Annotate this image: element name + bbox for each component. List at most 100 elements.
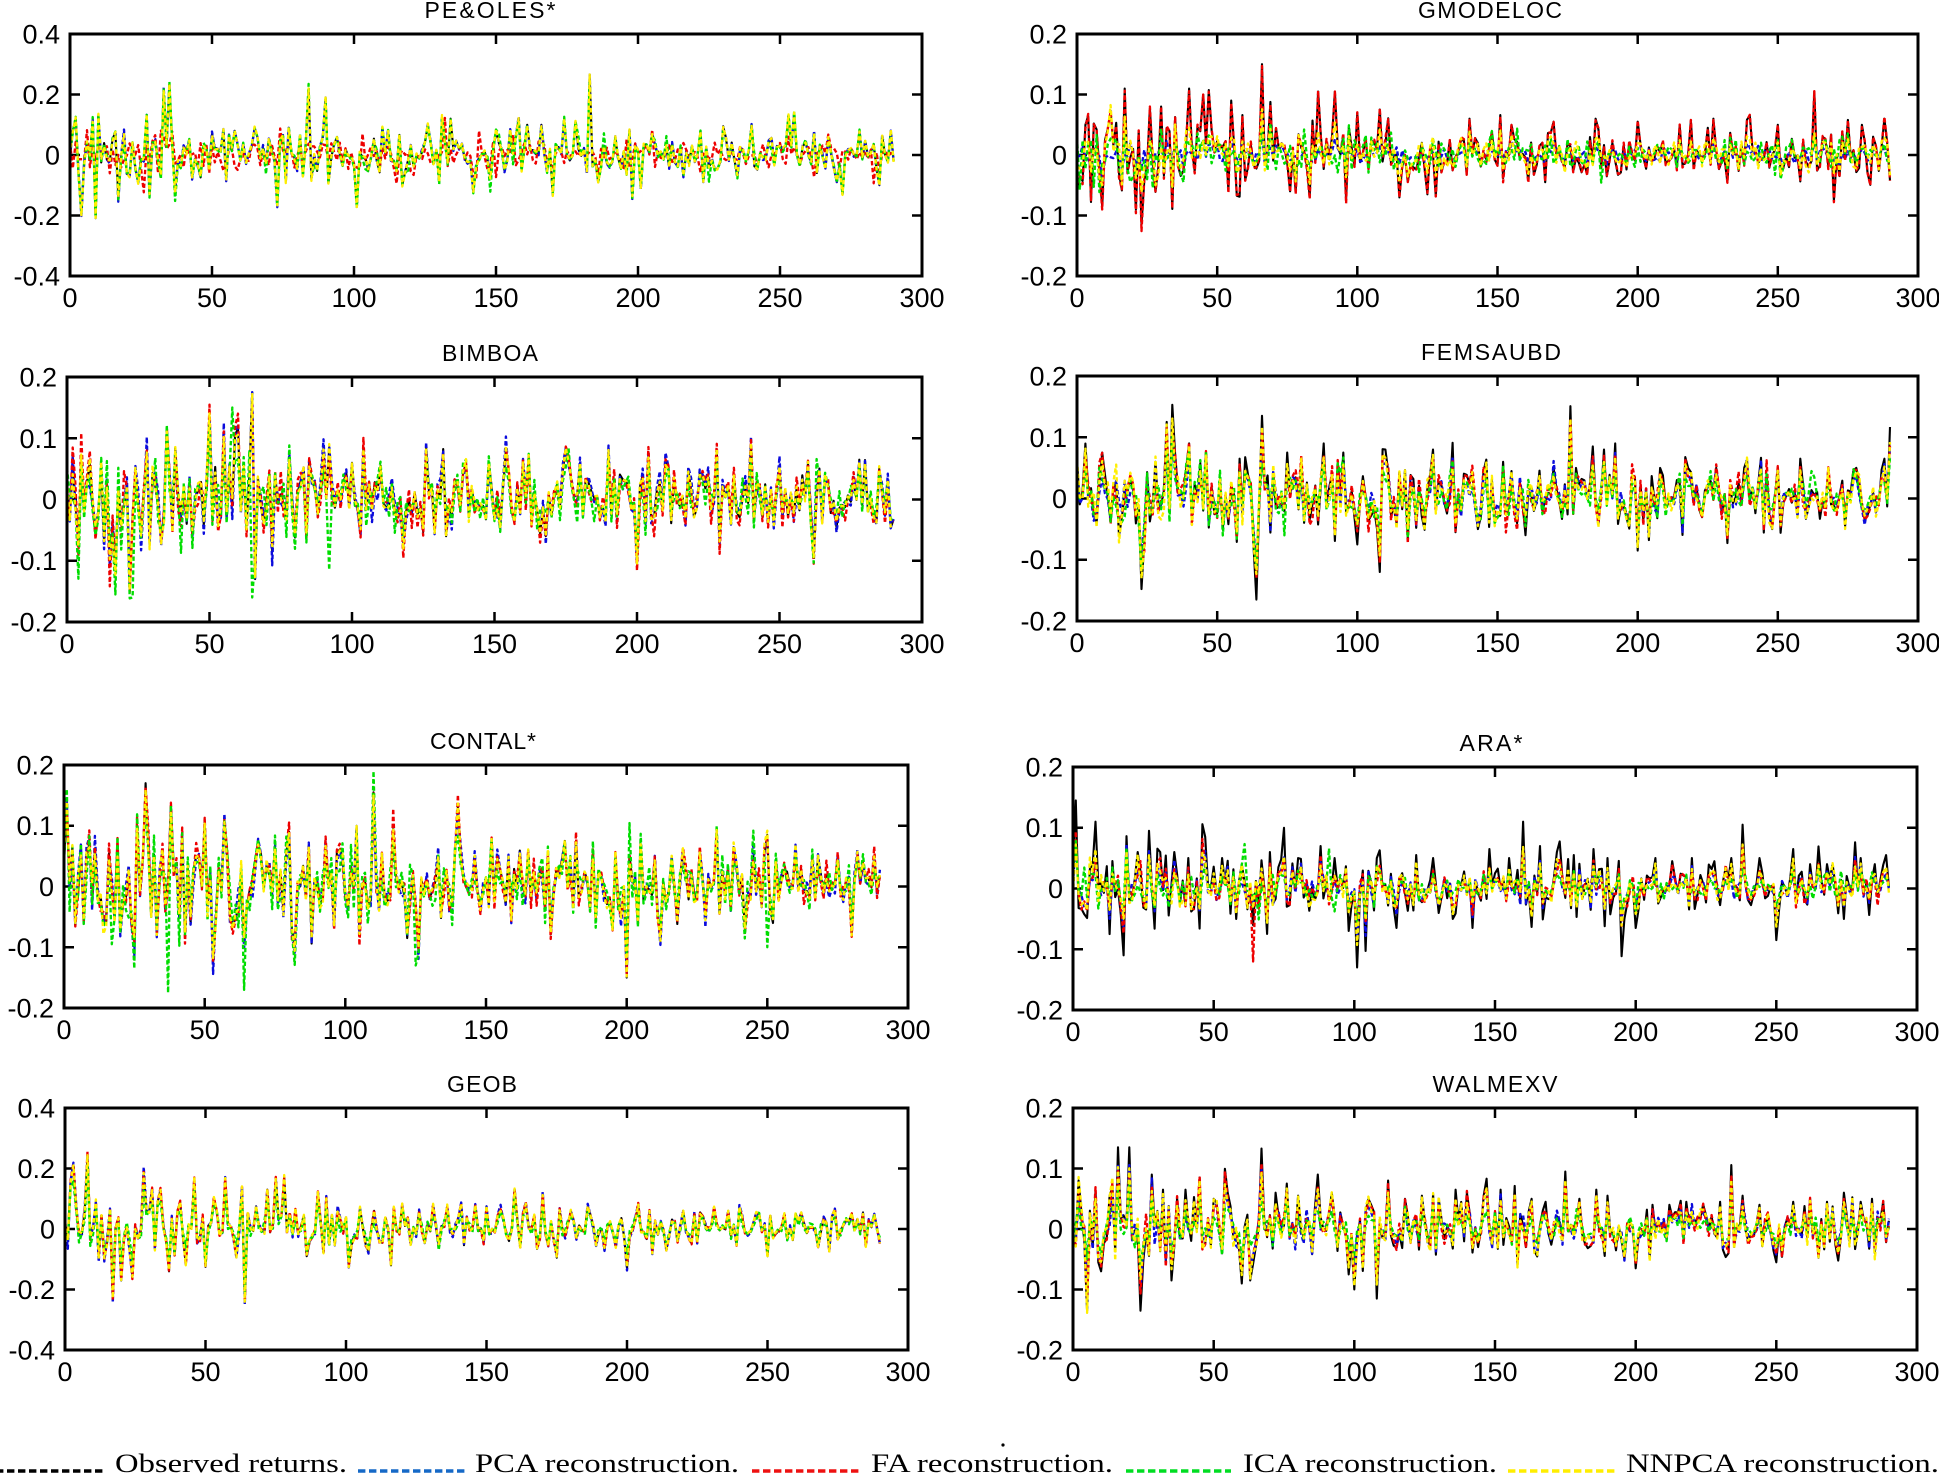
svg-text:GMODELOC: GMODELOC <box>1418 0 1562 23</box>
svg-text:FA reconstruction.: FA reconstruction. <box>871 1449 1113 1478</box>
svg-text:0.2: 0.2 <box>1025 753 1063 783</box>
svg-text:50: 50 <box>194 629 224 659</box>
svg-text:50: 50 <box>197 283 227 313</box>
svg-text:250: 250 <box>745 1357 790 1387</box>
svg-text:0: 0 <box>1069 628 1084 658</box>
svg-text:200: 200 <box>1613 1017 1658 1047</box>
svg-text:250: 250 <box>1755 628 1800 658</box>
svg-text:0.4: 0.4 <box>22 20 60 50</box>
svg-text:150: 150 <box>1475 283 1520 313</box>
svg-text:150: 150 <box>463 1015 508 1045</box>
svg-text:PE&OLES*: PE&OLES* <box>425 0 556 23</box>
svg-text:300: 300 <box>899 283 944 313</box>
svg-text:0: 0 <box>1065 1357 1080 1387</box>
svg-text:0.1: 0.1 <box>1029 423 1067 453</box>
svg-text:-0.2: -0.2 <box>7 994 54 1024</box>
svg-text:50: 50 <box>190 1015 220 1045</box>
svg-text:0.2: 0.2 <box>1025 1094 1063 1124</box>
svg-text:0: 0 <box>1048 874 1063 904</box>
svg-text:0: 0 <box>1052 484 1067 514</box>
svg-text:150: 150 <box>1475 628 1520 658</box>
svg-text:200: 200 <box>1615 283 1660 313</box>
svg-text:250: 250 <box>1755 283 1800 313</box>
svg-text:250: 250 <box>745 1015 790 1045</box>
svg-text:300: 300 <box>899 629 944 659</box>
svg-text:0.2: 0.2 <box>1029 20 1067 50</box>
svg-text:-0.2: -0.2 <box>1020 607 1067 637</box>
svg-text:ARA*: ARA* <box>1460 730 1523 756</box>
svg-text:300: 300 <box>885 1357 930 1387</box>
svg-text:Observed returns.: Observed returns. <box>115 1449 347 1478</box>
svg-text:0.1: 0.1 <box>19 424 57 454</box>
svg-text:0.2: 0.2 <box>1029 362 1067 392</box>
svg-text:300: 300 <box>885 1015 930 1045</box>
svg-text:0: 0 <box>1069 283 1084 313</box>
svg-text:0: 0 <box>62 283 77 313</box>
svg-text:50: 50 <box>1202 283 1232 313</box>
svg-text:50: 50 <box>1199 1017 1229 1047</box>
svg-text:-0.2: -0.2 <box>13 201 60 231</box>
svg-text:-0.1: -0.1 <box>1016 1275 1063 1305</box>
svg-text:ICA reconstruction.: ICA reconstruction. <box>1243 1449 1497 1478</box>
svg-text:250: 250 <box>757 629 802 659</box>
svg-text:100: 100 <box>1335 283 1380 313</box>
svg-text:150: 150 <box>1472 1017 1517 1047</box>
svg-text:0: 0 <box>1048 1215 1063 1245</box>
svg-text:0: 0 <box>56 1015 71 1045</box>
svg-text:200: 200 <box>615 283 660 313</box>
svg-text:100: 100 <box>1332 1017 1377 1047</box>
svg-text:200: 200 <box>614 629 659 659</box>
svg-text:100: 100 <box>323 1357 368 1387</box>
svg-text:100: 100 <box>329 629 374 659</box>
svg-text:0.2: 0.2 <box>17 1154 55 1184</box>
svg-text:250: 250 <box>1754 1357 1799 1387</box>
svg-text:200: 200 <box>1615 628 1660 658</box>
svg-text:0.1: 0.1 <box>1025 813 1063 843</box>
svg-text:-0.2: -0.2 <box>1020 262 1067 292</box>
svg-text:CONTAL*: CONTAL* <box>430 728 536 754</box>
svg-text:150: 150 <box>472 629 517 659</box>
svg-text:0: 0 <box>39 872 54 902</box>
svg-text:150: 150 <box>473 283 518 313</box>
svg-text:150: 150 <box>464 1357 509 1387</box>
svg-text:0: 0 <box>59 629 74 659</box>
svg-text:200: 200 <box>604 1015 649 1045</box>
svg-text:0.4: 0.4 <box>17 1094 55 1124</box>
svg-text:0: 0 <box>1052 141 1067 171</box>
svg-text:50: 50 <box>1202 628 1232 658</box>
svg-text:250: 250 <box>1754 1017 1799 1047</box>
svg-text:300: 300 <box>1895 283 1939 313</box>
svg-text:200: 200 <box>604 1357 649 1387</box>
svg-text:-0.4: -0.4 <box>13 262 60 292</box>
svg-text:-0.1: -0.1 <box>1020 545 1067 575</box>
svg-text:NNPCA reconstruction.: NNPCA reconstruction. <box>1626 1449 1939 1478</box>
svg-text:0: 0 <box>45 141 60 171</box>
svg-text:50: 50 <box>1199 1357 1229 1387</box>
svg-text:200: 200 <box>1613 1357 1658 1387</box>
svg-text:0.2: 0.2 <box>22 80 60 110</box>
svg-text:PCA reconstruction.: PCA reconstruction. <box>475 1449 739 1478</box>
svg-text:-0.1: -0.1 <box>1020 201 1067 231</box>
svg-text:300: 300 <box>1895 628 1939 658</box>
svg-text:0.1: 0.1 <box>1029 80 1067 110</box>
svg-text:250: 250 <box>757 283 802 313</box>
svg-text:GEOB: GEOB <box>447 1071 517 1097</box>
svg-text:0: 0 <box>57 1357 72 1387</box>
svg-text:-0.2: -0.2 <box>1016 1336 1063 1366</box>
svg-text:50: 50 <box>190 1357 220 1387</box>
svg-text:-0.1: -0.1 <box>7 933 54 963</box>
svg-text:300: 300 <box>1894 1357 1939 1387</box>
svg-text:-0.2: -0.2 <box>8 1275 55 1305</box>
svg-text:0: 0 <box>40 1215 55 1245</box>
svg-text:0.1: 0.1 <box>1025 1154 1063 1184</box>
svg-text:0: 0 <box>42 485 57 515</box>
svg-text:0.2: 0.2 <box>16 751 54 781</box>
svg-text:-0.2: -0.2 <box>1016 996 1063 1026</box>
svg-text:FEMSAUBD: FEMSAUBD <box>1421 339 1561 365</box>
svg-text:-0.1: -0.1 <box>1016 935 1063 965</box>
svg-text:-0.4: -0.4 <box>8 1336 55 1366</box>
svg-text:150: 150 <box>1472 1357 1517 1387</box>
svg-text:100: 100 <box>1335 628 1380 658</box>
svg-text:100: 100 <box>1332 1357 1377 1387</box>
svg-text:WALMEXV: WALMEXV <box>1433 1071 1559 1097</box>
